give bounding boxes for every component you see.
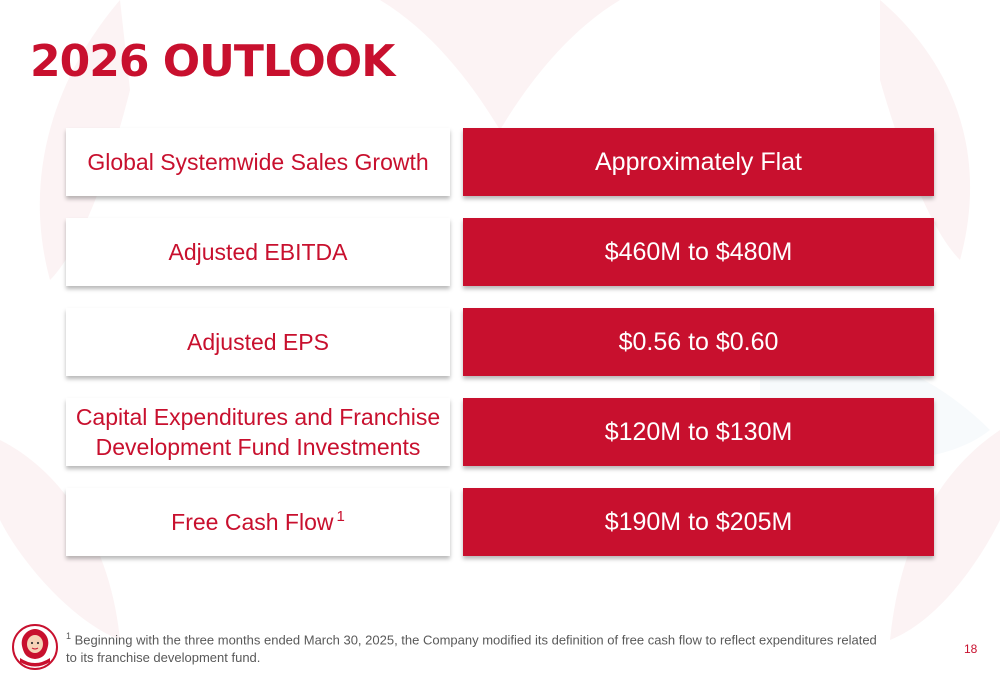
metric-value: $460M to $480M [463, 218, 934, 286]
metric-label: Adjusted EBITDA [66, 218, 450, 286]
table-row: Free Cash Flow 1 $190M to $205M [66, 488, 934, 556]
metric-label: Free Cash Flow 1 [66, 488, 450, 556]
metric-label: Global Systemwide Sales Growth [66, 128, 450, 196]
metric-label: Adjusted EPS [66, 308, 450, 376]
table-row: Capital Expenditures and Franchise Devel… [66, 398, 934, 466]
metric-value: Approximately Flat [463, 128, 934, 196]
footnote-text: Beginning with the three months ended Ma… [74, 632, 877, 648]
metric-value: $120M to $130M [463, 398, 934, 466]
metric-value: $0.56 to $0.60 [463, 308, 934, 376]
table-row: Global Systemwide Sales Growth Approxima… [66, 128, 934, 196]
table-row: Adjusted EBITDA $460M to $480M [66, 218, 934, 286]
metric-value: $190M to $205M [463, 488, 934, 556]
table-row: Adjusted EPS $0.56 to $0.60 [66, 308, 934, 376]
footnote: 1 Beginning with the three months ended … [66, 627, 946, 667]
footnote-marker: 1 [66, 631, 72, 641]
footnote-text: to its franchise development fund. [66, 650, 261, 666]
page-number: 18 [964, 642, 978, 656]
page-title: 2026 OUTLOOK [30, 36, 395, 87]
footnote-marker: 1 [336, 508, 345, 526]
wendys-logo-icon [12, 624, 58, 670]
metric-label: Capital Expenditures and Franchise Devel… [66, 398, 450, 466]
metric-label-line: Capital Expenditures and Franchise [75, 404, 441, 430]
metric-label-line: Development Fund Investments [95, 434, 421, 460]
